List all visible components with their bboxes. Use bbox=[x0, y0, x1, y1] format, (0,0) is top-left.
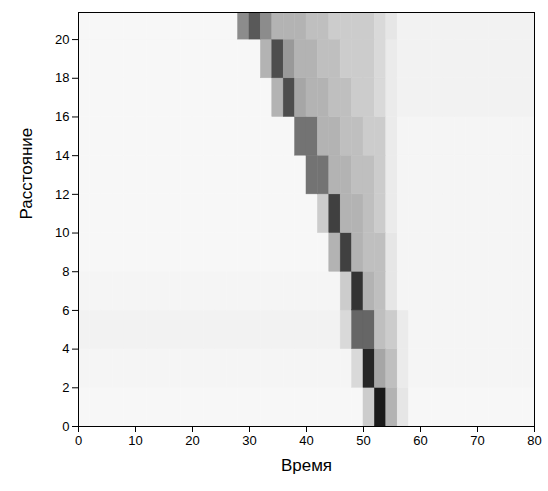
svg-text:6: 6 bbox=[62, 303, 69, 318]
svg-text:2: 2 bbox=[62, 380, 69, 395]
svg-text:40: 40 bbox=[299, 433, 313, 448]
svg-text:20: 20 bbox=[185, 433, 199, 448]
svg-text:70: 70 bbox=[470, 433, 484, 448]
svg-text:8: 8 bbox=[62, 264, 69, 279]
svg-text:60: 60 bbox=[413, 433, 427, 448]
svg-text:30: 30 bbox=[242, 433, 256, 448]
svg-text:4: 4 bbox=[62, 341, 69, 356]
svg-text:12: 12 bbox=[55, 187, 69, 202]
svg-text:10: 10 bbox=[128, 433, 142, 448]
svg-text:Расстояние: Расстояние bbox=[17, 128, 36, 220]
svg-text:80: 80 bbox=[527, 433, 541, 448]
svg-text:0: 0 bbox=[62, 419, 69, 434]
svg-text:10: 10 bbox=[55, 225, 69, 240]
svg-text:50: 50 bbox=[356, 433, 370, 448]
svg-text:14: 14 bbox=[55, 148, 69, 163]
svg-text:18: 18 bbox=[55, 70, 69, 85]
svg-text:0: 0 bbox=[75, 433, 82, 448]
svg-text:20: 20 bbox=[55, 32, 69, 47]
svg-text:16: 16 bbox=[55, 109, 69, 124]
svg-text:Время: Время bbox=[281, 456, 332, 475]
